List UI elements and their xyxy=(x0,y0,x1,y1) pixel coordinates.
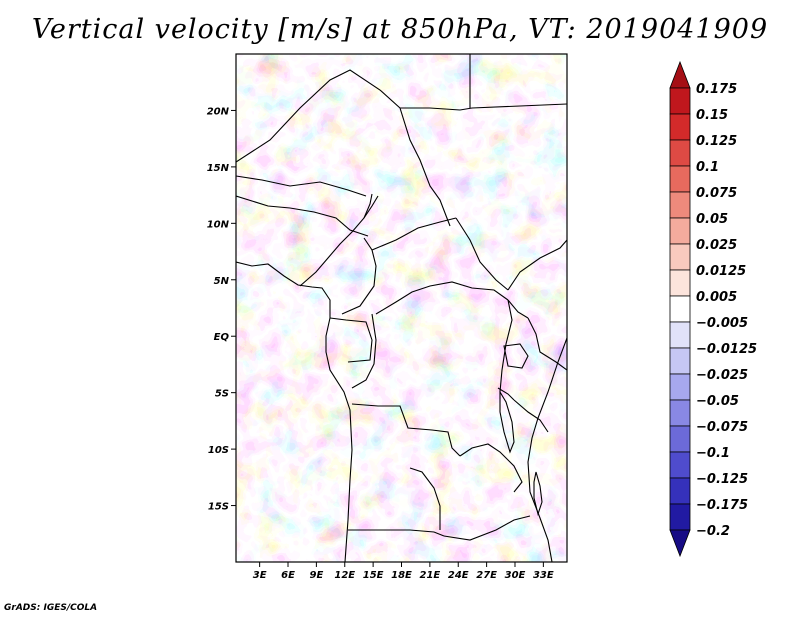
colorbar-label: −0.125 xyxy=(696,472,748,487)
colorbar-swatch xyxy=(669,217,691,245)
border-cameroon-car xyxy=(341,237,377,315)
border-burundi xyxy=(497,387,515,401)
colorbar-swatch xyxy=(669,451,691,479)
border-sudan-ethiopia xyxy=(507,239,567,291)
lon-tick-label: 9E xyxy=(309,570,323,581)
colorbar-label: −0.175 xyxy=(696,498,748,513)
colorbar-swatch xyxy=(669,295,691,323)
border-gabon xyxy=(329,317,373,363)
colorbar-label: −0.1 xyxy=(696,446,730,461)
colorbar-swatch xyxy=(669,191,691,219)
border-car-sudan xyxy=(455,217,509,291)
colorbar-label: 0.15 xyxy=(696,108,728,123)
border-angola-namibia xyxy=(348,529,445,537)
lat-tick-label: 20N xyxy=(207,106,230,117)
lon-tick-label: 27E xyxy=(476,570,497,581)
lon-tick-label: 6E xyxy=(281,570,295,581)
lake-victoria xyxy=(503,343,529,369)
colorbar-label: −0.0125 xyxy=(696,342,757,357)
colorbar-swatch xyxy=(669,269,691,297)
colorbar-label: 0.175 xyxy=(696,82,737,97)
map-title: Vertical velocity [m/s] at 850hPa, VT: 2… xyxy=(31,14,769,45)
colorbar-label: −0.2 xyxy=(696,524,730,539)
border-drc-uganda xyxy=(507,299,529,319)
colorbar-label: 0.075 xyxy=(696,186,737,201)
colorbar-label: 0.005 xyxy=(696,290,737,305)
colorbar-swatch xyxy=(669,529,691,558)
border-libya-sudan xyxy=(400,107,461,111)
lon-tick-label: 15E xyxy=(363,570,384,581)
colorbar-swatch xyxy=(669,425,691,453)
colorbar-label: −0.075 xyxy=(696,420,748,435)
lat-tick-label: EQ xyxy=(214,332,230,343)
velocity-field xyxy=(236,54,567,562)
border-cameroon-top xyxy=(363,195,379,219)
coastline-west-africa xyxy=(236,261,353,562)
border-nigeria-cameroon xyxy=(299,193,373,287)
lat-tick-label: 15S xyxy=(208,502,229,513)
border-angola-zambia xyxy=(409,467,441,530)
border-drc-north xyxy=(375,281,509,315)
colorbar-swatch xyxy=(669,347,691,375)
lon-tick-label: 30E xyxy=(505,570,526,581)
colorbar: 0.175 0.15 0.125 0.1 0.075 0.05 0.025 0.0125 0.0… xyxy=(669,60,757,558)
colorbar-label: 0.1 xyxy=(696,160,719,175)
colorbar-label: 0.0125 xyxy=(696,264,746,279)
latitude-axis: 20N 15N 10N 5N EQ 5S 10S 15S xyxy=(207,106,236,513)
border-chad-sudan xyxy=(399,107,451,227)
border-drc-zambia xyxy=(459,443,523,493)
lon-tick-label: 21E xyxy=(419,570,440,581)
colorbar-swatch xyxy=(669,399,691,427)
border-niger-nigeria xyxy=(236,195,369,237)
colorbar-swatch xyxy=(669,373,691,401)
colorbar-label: 0.125 xyxy=(696,134,737,149)
border-drc-angola xyxy=(351,403,461,457)
border-kenya-uganda xyxy=(527,317,567,371)
colorbar-label: 0.05 xyxy=(696,212,728,227)
longitude-axis: 3E 6E 9E 12E 15E 18E 21E 24E 27E 30E 33E xyxy=(253,562,554,581)
lon-tick-label: 24E xyxy=(448,570,469,581)
colorbar-swatch xyxy=(669,243,691,271)
border-drc-east xyxy=(499,299,513,393)
border-congo-drc xyxy=(351,313,377,389)
colorbar-label: −0.025 xyxy=(696,368,748,383)
colorbar-swatch xyxy=(669,113,691,141)
border-niger-chad xyxy=(236,175,367,197)
colorbar-swatch xyxy=(669,321,691,349)
country-borders xyxy=(236,54,567,562)
colorbar-swatch xyxy=(669,60,691,89)
lat-tick-label: 10N xyxy=(207,219,230,230)
border-egypt-sudan xyxy=(459,103,567,111)
colorbar-label: −0.05 xyxy=(696,394,739,409)
coastline-east-africa xyxy=(527,337,567,562)
colorbar-swatch xyxy=(669,87,691,115)
colorbar-swatch xyxy=(669,503,691,531)
lake-malawi xyxy=(533,471,543,516)
grads-credit: GrADS: IGES/COLA xyxy=(4,603,98,613)
border-chad-car xyxy=(371,217,457,251)
colorbar-swatch xyxy=(669,165,691,193)
lat-tick-label: 15N xyxy=(207,163,230,174)
lon-tick-label: 33E xyxy=(533,570,554,581)
border-tanzania xyxy=(513,399,549,433)
border-libya-chad xyxy=(236,69,401,163)
lat-tick-label: 10S xyxy=(208,445,229,456)
colorbar-swatch xyxy=(669,477,691,505)
lake-tanganyika xyxy=(499,390,515,454)
colorbar-swatch xyxy=(669,139,691,167)
lon-tick-label: 12E xyxy=(334,570,355,581)
border-zambia-zimbabwe xyxy=(443,515,531,541)
colorbar-label: 0.025 xyxy=(696,238,737,253)
lat-tick-label: 5S xyxy=(215,389,229,400)
lon-tick-label: 3E xyxy=(253,570,267,581)
lon-tick-label: 18E xyxy=(391,570,412,581)
colorbar-label: −0.005 xyxy=(696,316,748,331)
lat-tick-label: 5N xyxy=(214,276,230,287)
